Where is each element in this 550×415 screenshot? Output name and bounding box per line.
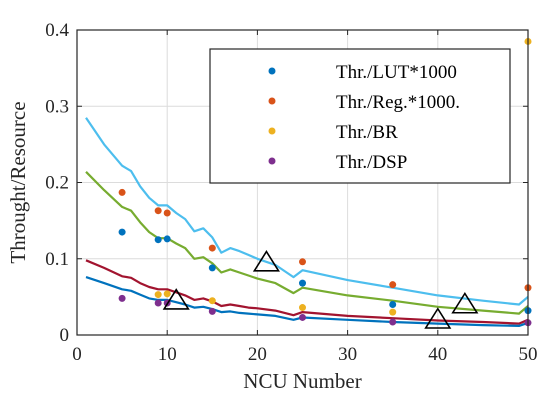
legend-box <box>209 48 511 184</box>
y-tick-label: 0.2 <box>45 173 69 194</box>
series-4-point <box>389 318 397 326</box>
series-3-point <box>163 290 171 298</box>
series-1-point <box>118 228 126 236</box>
series-4-point <box>154 299 162 307</box>
series-2-point <box>118 188 126 196</box>
legend-label-4: Thr./DSP <box>336 152 407 173</box>
triangle-marker <box>162 288 190 310</box>
triangle-marker <box>252 250 280 272</box>
series-1-point <box>208 264 216 272</box>
triangle-marker <box>424 307 452 329</box>
series-1-point <box>389 301 397 308</box>
x-tick-label: 50 <box>519 344 538 365</box>
series-1-point <box>154 236 162 244</box>
x-tick-label: 0 <box>72 344 82 365</box>
series-3-point <box>299 304 306 312</box>
series-4-point <box>299 313 306 321</box>
legend-marker-1 <box>268 67 276 75</box>
series-3-point <box>154 291 162 299</box>
series-2-point <box>163 209 171 217</box>
x-tick-labels: 0 10 20 30 40 50 <box>72 344 537 365</box>
series-4-point <box>208 307 216 315</box>
data-points <box>118 37 532 327</box>
legend-label-3: Thr./BR <box>336 122 398 143</box>
series-4-point <box>118 294 126 302</box>
series-3-point <box>389 308 397 316</box>
triangle-marker <box>451 291 479 314</box>
legend-marker-4 <box>268 157 276 165</box>
x-tick-label: 40 <box>428 344 447 365</box>
y-tick-label: 0.3 <box>45 96 69 117</box>
legend-marker-2 <box>268 97 276 105</box>
series-2-point <box>154 207 162 215</box>
series-3-point <box>208 297 216 305</box>
y-tick-labels: 0 0.1 0.2 0.3 0.4 <box>45 20 69 346</box>
x-tick-label: 20 <box>248 344 267 365</box>
trend-lines <box>85 117 529 327</box>
legend-marker-3 <box>268 127 276 135</box>
legend-label-1: Thr./LUT*1000 <box>336 62 457 83</box>
series-2-point <box>208 244 216 252</box>
y-tick-label: 0.4 <box>45 20 69 41</box>
series-2-point <box>389 281 397 289</box>
series-1-point <box>299 279 306 287</box>
trend-line-1 <box>85 117 529 306</box>
series-2-point <box>299 258 306 266</box>
x-tick-label: 30 <box>338 344 357 365</box>
legend-label-2: Thr./Reg.*1000. <box>336 92 460 113</box>
y-tick-label: 0.1 <box>45 249 69 270</box>
x-tick-label: 10 <box>158 344 177 365</box>
trend-line-2 <box>85 171 529 315</box>
legend: Thr./LUT*1000 Thr./Reg.*1000. Thr./BR Thr./… <box>209 48 511 184</box>
axis-ticks <box>76 29 529 336</box>
series-1-point <box>163 235 171 243</box>
x-axis-label: NCU Number <box>243 369 361 393</box>
triangle-markers <box>162 250 479 329</box>
trend-line-4 <box>85 276 529 327</box>
y-axis-label: Throught/Resource <box>6 101 30 263</box>
y-tick-label: 0 <box>60 325 70 346</box>
trend-line-3 <box>85 259 529 325</box>
